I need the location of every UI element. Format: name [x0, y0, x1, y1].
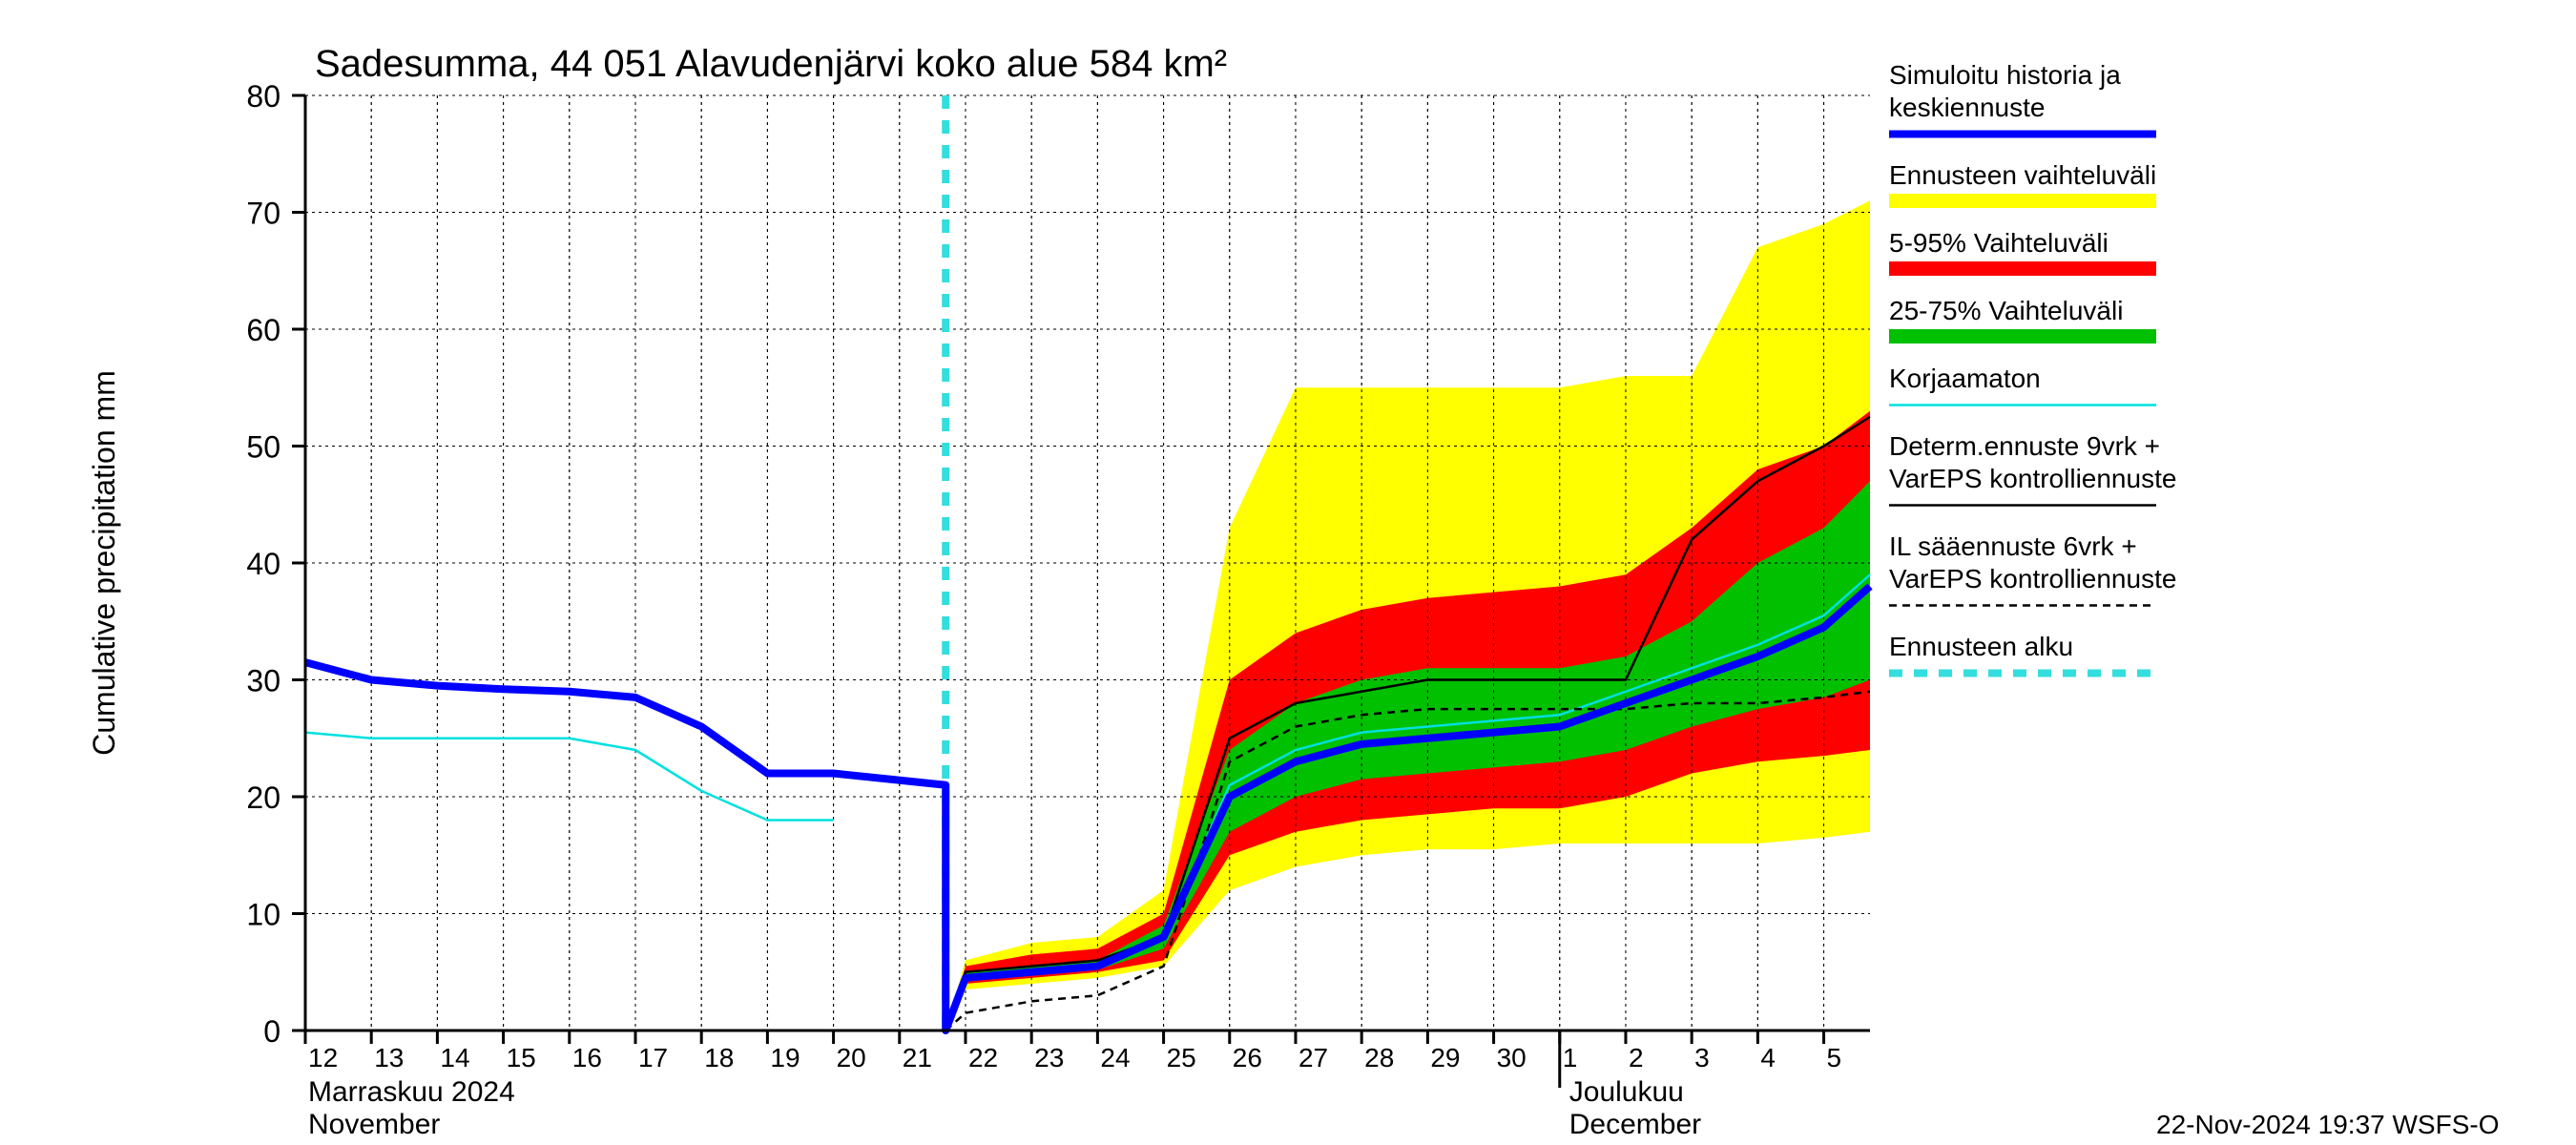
y-tick-label: 50	[246, 430, 280, 465]
y-tick-label: 30	[246, 664, 280, 698]
x-tick-label: 22	[968, 1043, 998, 1072]
x-tick-label: 3	[1694, 1043, 1710, 1072]
grid-over	[305, 95, 1870, 1030]
x-tick-label: 18	[704, 1043, 734, 1072]
legend-label-fstart: Ennusteen alku	[1889, 632, 2073, 661]
x-tick-label: 27	[1298, 1043, 1328, 1072]
x-tick-label: 25	[1167, 1043, 1196, 1072]
month-right-1: Joulukuu	[1569, 1076, 1684, 1108]
legend-label-blue-1: keskiennuste	[1889, 93, 2045, 122]
legend-label-yellow: Ennusteen vaihteluväli	[1889, 160, 2156, 190]
chart-container: 0102030405060708012131415161718192021222…	[0, 0, 2576, 1145]
x-tick-label: 16	[572, 1043, 602, 1072]
x-tick-label: 17	[638, 1043, 668, 1072]
x-tick-label: 20	[837, 1043, 866, 1072]
x-tick-label: 5	[1827, 1043, 1842, 1072]
y-tick-label: 20	[246, 781, 280, 815]
legend-label-cyan: Korjaamaton	[1889, 364, 2041, 393]
month-left-2: November	[308, 1109, 440, 1140]
legend-swatch-red	[1889, 261, 2156, 276]
footer-text: 22-Nov-2024 19:37 WSFS-O	[2156, 1110, 2500, 1139]
x-tick-label: 4	[1760, 1043, 1776, 1072]
x-tick-label: 24	[1100, 1043, 1130, 1072]
chart-title: Sadesumma, 44 051 Alavudenjärvi koko alu…	[315, 43, 1227, 85]
x-tick-label: 12	[308, 1043, 338, 1072]
legend-label-black_dash-1: VarEPS kontrolliennuste	[1889, 564, 2176, 593]
y-tick-label: 0	[263, 1014, 280, 1049]
x-tick-label: 14	[440, 1043, 469, 1072]
x-tick-label: 29	[1430, 1043, 1460, 1072]
legend-label-red: 5-95% Vaihteluväli	[1889, 228, 2109, 258]
y-tick-label: 80	[246, 79, 280, 114]
legend-label-black_solid: Determ.ennuste 9vrk +	[1889, 431, 2160, 461]
y-tick-label: 40	[246, 547, 280, 581]
x-tick-label: 23	[1034, 1043, 1064, 1072]
legend-label-blue: Simuloitu historia ja	[1889, 60, 2121, 90]
month-right-2: December	[1569, 1109, 1701, 1140]
x-tick-label: 19	[770, 1043, 800, 1072]
y-tick-label: 70	[246, 197, 280, 231]
legend-label-black_solid-1: VarEPS kontrolliennuste	[1889, 464, 2176, 493]
x-tick-label: 15	[507, 1043, 536, 1072]
y-tick-label: 10	[246, 898, 280, 932]
x-tick-label: 26	[1233, 1043, 1262, 1072]
x-tick-label: 28	[1364, 1043, 1394, 1072]
chart-svg: 0102030405060708012131415161718192021222…	[0, 0, 2576, 1145]
y-tick-label: 60	[246, 313, 280, 347]
x-tick-label: 30	[1497, 1043, 1527, 1072]
x-tick-label: 1	[1563, 1043, 1578, 1072]
x-tick-label: 21	[903, 1043, 932, 1072]
x-tick-label: 2	[1629, 1043, 1644, 1072]
legend-label-black_dash: IL sääennuste 6vrk +	[1889, 531, 2137, 561]
y-axis-label: Cumulative precipitation mm	[87, 370, 121, 756]
legend-swatch-yellow	[1889, 194, 2156, 208]
month-left-1: Marraskuu 2024	[308, 1076, 515, 1108]
x-tick-label: 13	[374, 1043, 404, 1072]
legend-label-green: 25-75% Vaihteluväli	[1889, 296, 2123, 325]
legend-swatch-green	[1889, 329, 2156, 344]
